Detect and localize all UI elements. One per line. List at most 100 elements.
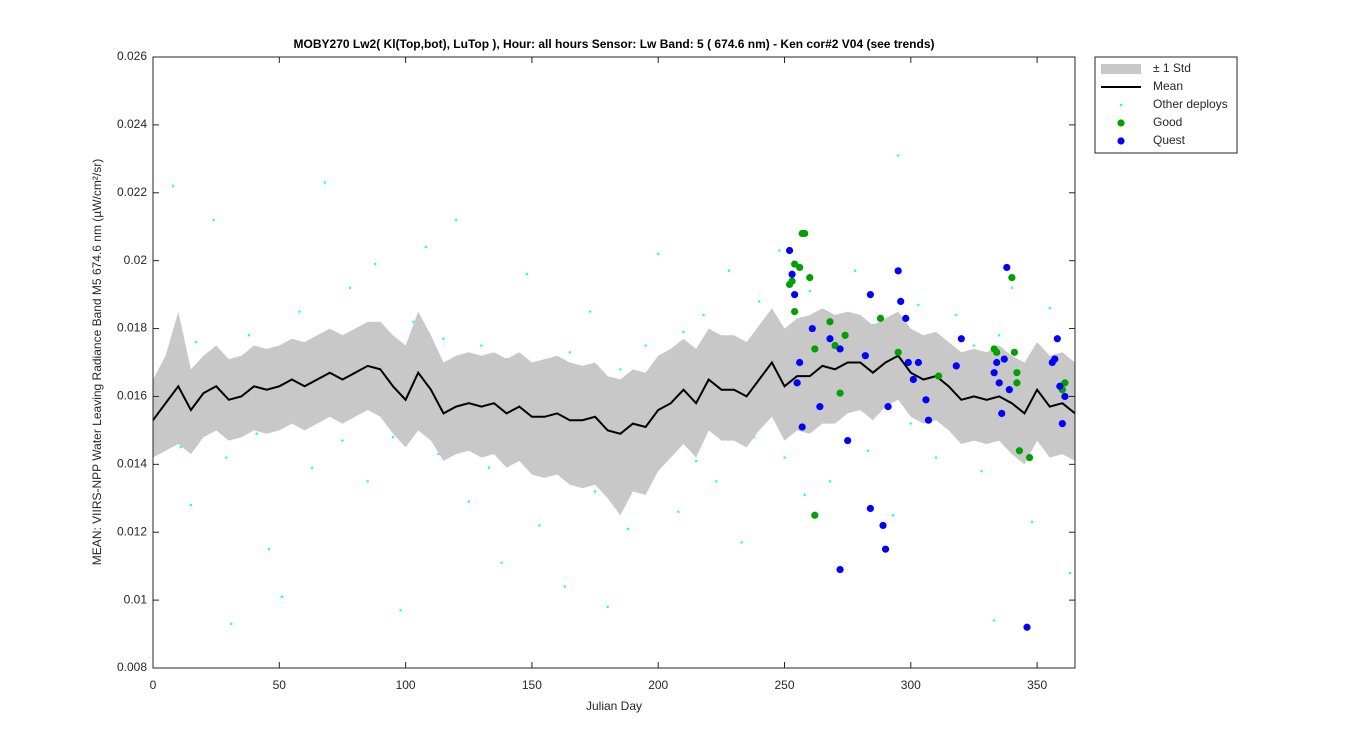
legend-label: Good (1153, 115, 1182, 129)
chart-title: MOBY270 Lw2( Kl(Top,bot), LuTop ), Hour:… (294, 37, 935, 51)
data-point (1005, 386, 1013, 394)
data-point (828, 480, 832, 483)
data-point (854, 269, 857, 273)
plot-area (152, 57, 1076, 668)
data-point (1010, 286, 1014, 290)
data-point (172, 184, 175, 188)
data-point (972, 344, 976, 347)
data-point (844, 436, 852, 445)
data-point (826, 335, 834, 343)
data-point (715, 480, 718, 483)
y-tick-label: 0.024 (117, 117, 147, 131)
data-point (758, 300, 761, 303)
data-point (1013, 369, 1021, 377)
x-tick-label: 200 (648, 678, 668, 692)
data-point (922, 396, 930, 404)
data-point (881, 545, 890, 553)
data-point (866, 504, 874, 513)
y-axis-label: MEAN: VIIRS-NPP Water Leaving Radiance B… (90, 159, 104, 565)
x-tick-label: 300 (901, 678, 921, 692)
mean-line (152, 354, 1076, 435)
data-point (399, 609, 402, 612)
legend-swatch (1117, 119, 1125, 127)
data-point (1030, 520, 1034, 524)
data-point (836, 389, 844, 397)
data-point (310, 466, 314, 469)
y-tick-label: 0.016 (117, 389, 147, 403)
data-point (230, 622, 233, 626)
data-point (831, 341, 839, 350)
data-point (442, 337, 445, 340)
x-axis-label: Julian Day (586, 699, 642, 713)
data-point (998, 409, 1006, 418)
data-point (952, 362, 960, 370)
y-tick-label: 0.026 (117, 49, 147, 63)
data-point (924, 416, 933, 424)
data-point (788, 270, 796, 278)
data-point (861, 352, 869, 360)
data-point (801, 229, 809, 238)
data-point (424, 245, 428, 249)
data-point (917, 303, 920, 306)
legend-swatch (1101, 64, 1141, 74)
legend-label: Mean (1153, 79, 1183, 93)
data-point (993, 348, 1001, 356)
data-point (323, 181, 326, 184)
data-point (914, 358, 922, 367)
data-point (990, 369, 998, 377)
data-point (909, 375, 917, 384)
data-point (879, 521, 887, 530)
data-point (480, 344, 483, 347)
data-point (904, 358, 912, 367)
x-tick-label: 100 (396, 678, 416, 692)
data-point (1010, 348, 1018, 356)
data-point (808, 324, 816, 333)
legend-swatch (1117, 137, 1125, 145)
legend-label: Quest (1153, 133, 1186, 147)
data-point (791, 291, 799, 299)
data-point (1056, 382, 1064, 390)
data-point (808, 290, 811, 293)
data-point (806, 274, 814, 282)
data-point (391, 435, 395, 439)
data-point (189, 503, 193, 507)
y-tick-label: 0.02 (124, 253, 148, 267)
y-tick-label: 0.014 (117, 457, 147, 471)
data-point (1048, 306, 1051, 310)
data-point (255, 432, 258, 435)
data-point (179, 446, 182, 449)
data-point (1003, 263, 1011, 272)
data-point (791, 307, 799, 316)
data-point (1051, 355, 1059, 363)
data-point (957, 335, 965, 343)
data-point (866, 291, 874, 299)
y-tick-label: 0.01 (124, 592, 148, 606)
data-point (934, 372, 943, 380)
data-point (793, 379, 801, 387)
data-point (796, 358, 804, 367)
data-point (995, 379, 1003, 387)
data-point (1000, 355, 1008, 363)
y-tick-label: 0.012 (117, 524, 147, 538)
data-point (1068, 571, 1072, 575)
data-point (897, 297, 905, 305)
legend-swatch (1119, 103, 1123, 107)
data-point (836, 345, 844, 353)
y-tick-label: 0.008 (117, 660, 147, 674)
data-point (212, 218, 215, 222)
x-tick-label: 150 (522, 678, 542, 692)
data-point (992, 619, 996, 622)
x-tick-label: 250 (774, 678, 794, 692)
data-point (563, 585, 566, 588)
data-point (225, 456, 228, 459)
data-point (1053, 335, 1061, 343)
data-point (803, 493, 806, 497)
data-point (487, 466, 491, 469)
data-point (525, 273, 529, 276)
legend: ± 1 Std Mean Other deploys Good Quest (1094, 56, 1238, 154)
data-point (727, 269, 731, 273)
x-tick-label: 0 (150, 678, 157, 692)
data-point (1023, 623, 1031, 631)
data-point (841, 331, 849, 339)
